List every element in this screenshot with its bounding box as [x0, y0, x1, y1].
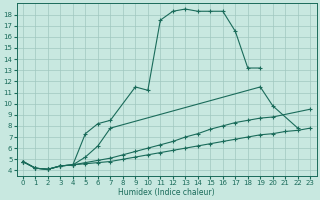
X-axis label: Humidex (Indice chaleur): Humidex (Indice chaleur) — [118, 188, 215, 197]
